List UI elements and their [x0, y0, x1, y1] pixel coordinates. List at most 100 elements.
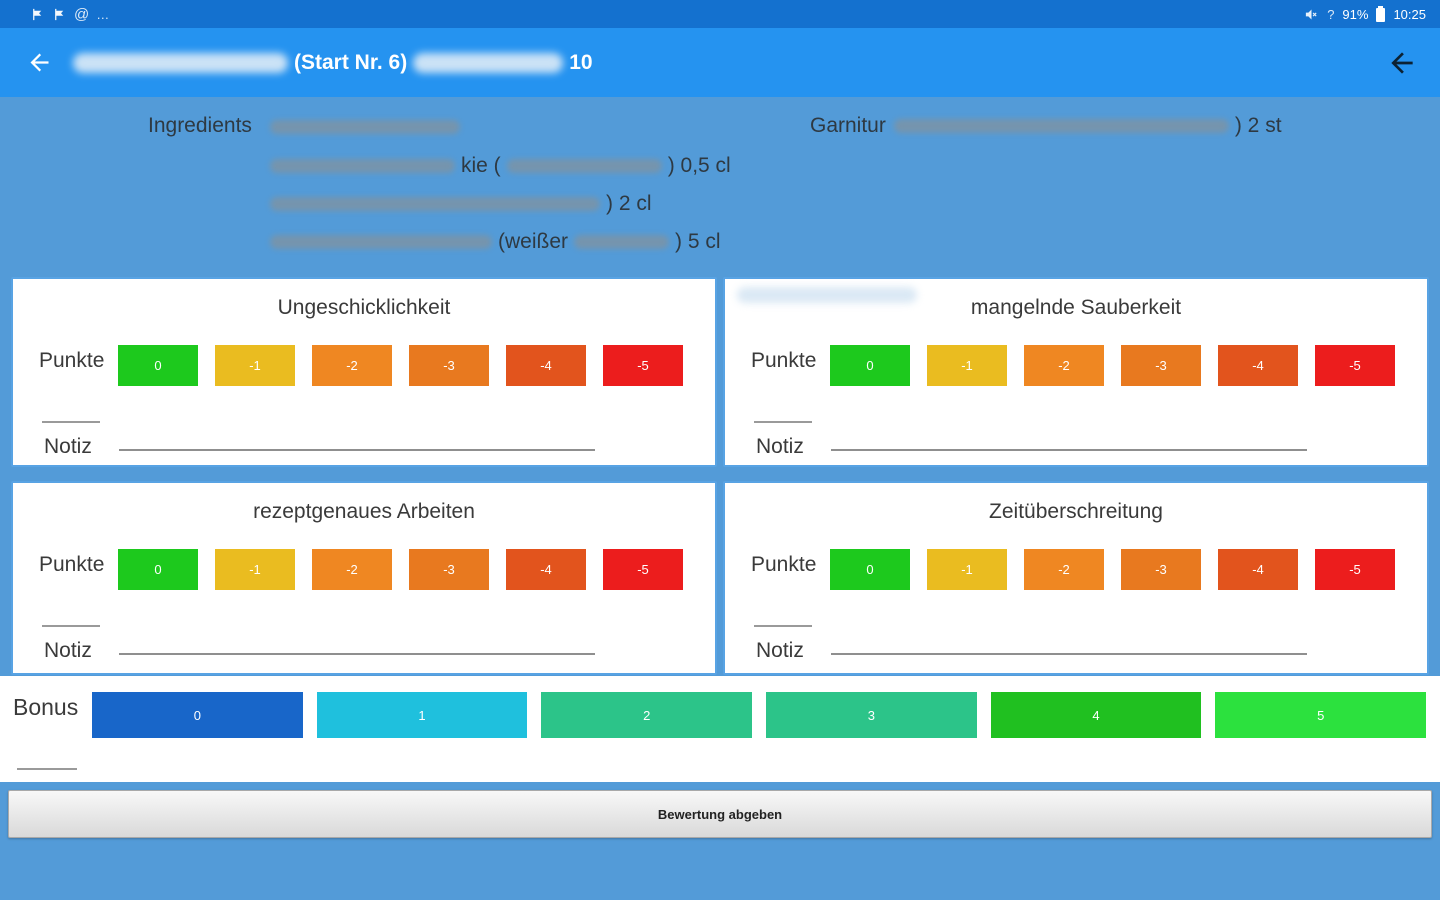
redacted-text: [893, 119, 1229, 133]
points-button--5[interactable]: -5: [603, 345, 683, 386]
redacted-text: [574, 235, 670, 249]
status-bar: @ … ? 91% 10:25: [0, 0, 1440, 28]
points-label: Punkte: [39, 349, 105, 372]
battery-icon: [1376, 6, 1386, 22]
ingredient-row: kie () 0,5 cl: [270, 153, 731, 179]
bonus-value-line: [17, 768, 77, 770]
points-value-line: [42, 625, 100, 627]
flag-icon: [33, 8, 42, 20]
points-label: Punkte: [751, 553, 817, 576]
redacted-text: [270, 197, 600, 211]
submit-button[interactable]: Bewertung abgeben: [8, 790, 1432, 838]
points-button--2[interactable]: -2: [1024, 549, 1104, 590]
back-icon[interactable]: [26, 49, 53, 76]
text-fragment: (Start Nr. 6): [294, 50, 408, 74]
points-button--3[interactable]: -3: [1121, 549, 1201, 590]
garnish-row: Garnitur ) 2 st: [810, 114, 1282, 138]
note-input-line[interactable]: [119, 653, 595, 655]
points-button--5[interactable]: -5: [603, 549, 683, 590]
points-button-0[interactable]: 0: [118, 549, 198, 590]
bonus-button-4[interactable]: 4: [990, 692, 1202, 738]
redacted-text: [270, 159, 455, 173]
points-row: 0 -1 -2 -3 -4 -5: [830, 345, 1395, 386]
redacted-text: [270, 235, 492, 249]
card-title: mangelnde Sauberkeit: [970, 296, 1182, 319]
at-icon: @: [74, 5, 90, 23]
points-button--2[interactable]: -2: [1024, 345, 1104, 386]
points-button--2[interactable]: -2: [312, 345, 392, 386]
redacted-text: [506, 159, 662, 173]
redacted-text: [413, 52, 564, 73]
note-input-line[interactable]: [831, 653, 1307, 655]
battery-percent: 91%: [1342, 6, 1369, 22]
bonus-button-1[interactable]: 1: [316, 692, 528, 738]
points-button--3[interactable]: -3: [409, 345, 489, 386]
ingredient-row: [270, 114, 460, 140]
points-value-line: [42, 421, 100, 423]
ingredients-label: Ingredients: [148, 114, 252, 137]
ingredient-row: (weißer ) 5 cl: [270, 229, 721, 255]
points-value-line: [754, 421, 812, 423]
signal-question-icon: ?: [1327, 6, 1335, 22]
points-button--5[interactable]: -5: [1315, 549, 1395, 590]
text-fragment: 10: [569, 50, 593, 74]
ingredient-row: ) 2 cl: [270, 191, 652, 217]
note-input-line[interactable]: [119, 449, 595, 451]
garnish-value: ) 2 st: [893, 114, 1282, 138]
text-fragment: (weißer: [498, 230, 569, 253]
bonus-button-0[interactable]: 0: [92, 692, 303, 738]
points-button--1[interactable]: -1: [927, 549, 1007, 590]
bonus-button-3[interactable]: 3: [766, 692, 977, 738]
points-label: Punkte: [39, 553, 105, 576]
rating-card-1: Ungeschicklichkeit Punkte 0 -1 -2 -3 -4 -5 No…: [11, 277, 717, 467]
points-button--1[interactable]: -1: [927, 345, 1007, 386]
page-title: (Start Nr. 6) 10: [73, 51, 1386, 75]
points-button--4[interactable]: -4: [1218, 549, 1298, 590]
points-row: 0 -1 -2 -3 -4 -5: [118, 345, 683, 386]
notification-icons: @ …: [0, 6, 109, 23]
points-button--4[interactable]: -4: [1218, 345, 1298, 386]
points-button--4[interactable]: -4: [506, 345, 586, 386]
points-row: 0 -1 -2 -3 -4 -5: [118, 549, 683, 590]
points-button--4[interactable]: -4: [506, 549, 586, 590]
points-button--1[interactable]: -1: [215, 549, 295, 590]
points-button-0[interactable]: 0: [830, 345, 910, 386]
app-bar: (Start Nr. 6) 10: [0, 28, 1440, 97]
bonus-button-5[interactable]: 5: [1215, 692, 1427, 738]
points-button-0[interactable]: 0: [118, 345, 198, 386]
clock: 10:25: [1393, 6, 1426, 22]
bonus-label: Bonus: [13, 694, 79, 720]
card-title: Ungeschicklichkeit: [277, 296, 451, 319]
bonus-button-2[interactable]: 2: [541, 692, 753, 738]
overflow-icon: …: [96, 6, 110, 22]
rating-card-3: rezeptgenaues Arbeiten Punkte 0 -1 -2 -3 -4-…: [11, 481, 717, 675]
text-fragment: kie (: [461, 154, 501, 177]
points-button--3[interactable]: -3: [409, 549, 489, 590]
arrow-left-dark-icon[interactable]: [1386, 47, 1418, 79]
mute-icon: [1306, 9, 1317, 19]
points-button--5[interactable]: -5: [1315, 345, 1395, 386]
note-input-line[interactable]: [831, 449, 1307, 451]
text-fragment: ) 5 cl: [675, 230, 721, 253]
rating-card-4: Zeitüberschreitung Punkte 0 -1 -2 -3 -4 -5 No…: [723, 481, 1429, 675]
redacted-text: [270, 120, 460, 134]
text-fragment: ) 2 st: [1234, 114, 1282, 137]
rating-card-2: mangelnde Sauberkeit Punkte 0 -1 -2 -3 -4 -5 …: [723, 277, 1429, 467]
redaction-smudge: [737, 287, 917, 303]
card-title: rezeptgenaues Arbeiten: [253, 500, 475, 523]
note-label: Notiz: [756, 639, 804, 662]
flag-icon: [55, 8, 64, 20]
points-button--2[interactable]: -2: [312, 549, 392, 590]
garnish-label: Garnitur: [810, 114, 886, 137]
points-button-0[interactable]: 0: [830, 549, 910, 590]
points-label: Punkte: [751, 349, 817, 372]
system-status-icons: ? 91% 10:25: [1304, 6, 1440, 22]
points-button--3[interactable]: -3: [1121, 345, 1201, 386]
points-button--1[interactable]: -1: [215, 345, 295, 386]
card-title: Zeitüberschreitung: [989, 500, 1163, 523]
note-label: Notiz: [756, 435, 804, 458]
note-label: Notiz: [44, 435, 92, 458]
note-label: Notiz: [44, 639, 92, 662]
